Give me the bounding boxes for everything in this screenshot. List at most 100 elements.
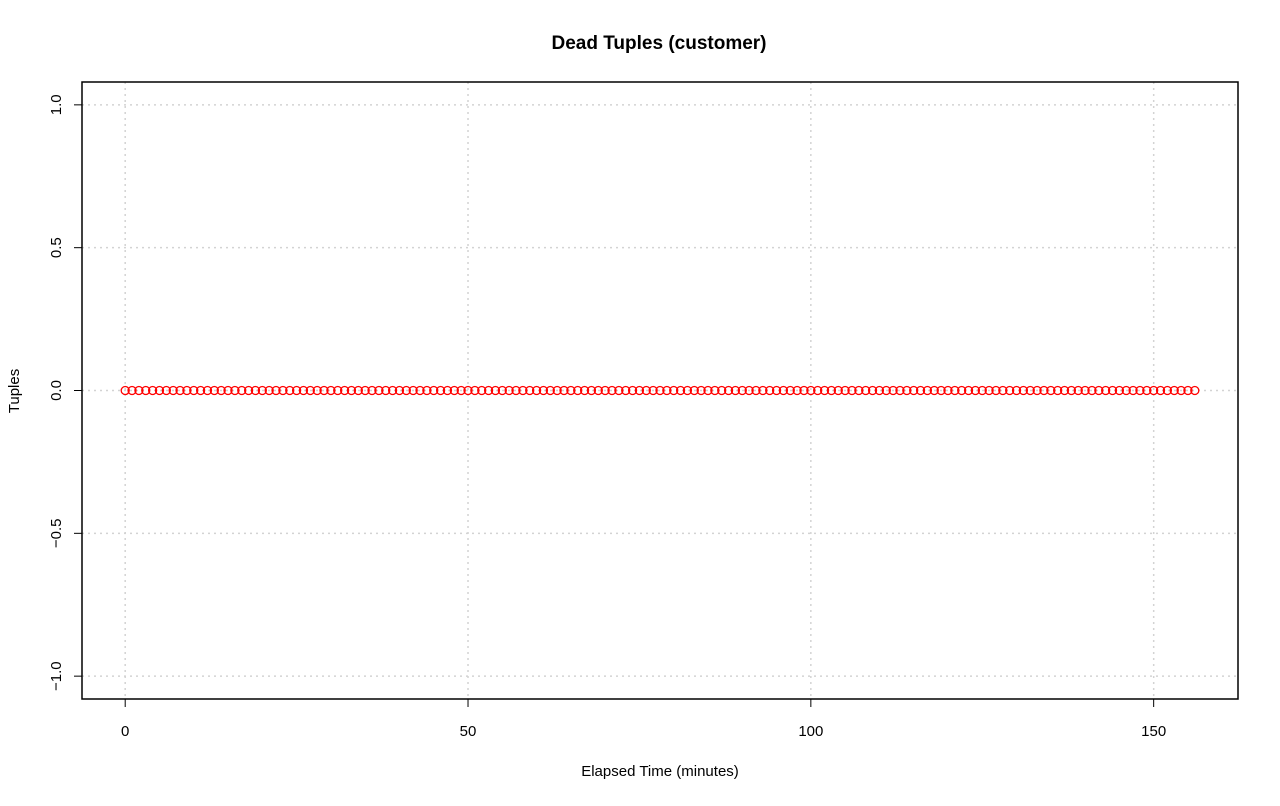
data-point	[408, 385, 418, 396]
data-point	[874, 385, 885, 396]
data-point	[984, 385, 994, 396]
data-point	[1094, 385, 1104, 396]
data-point	[278, 385, 288, 396]
data-point	[1080, 385, 1090, 396]
data-point	[758, 385, 768, 396]
data-point	[339, 385, 350, 396]
data-point	[298, 385, 309, 396]
data-point	[723, 385, 734, 396]
x-tick-label: 150	[1141, 723, 1166, 740]
data-point	[1176, 385, 1186, 396]
data-point	[353, 385, 363, 396]
data-point	[902, 385, 912, 396]
data-point	[861, 385, 871, 396]
data-point	[182, 385, 192, 396]
data-point	[669, 385, 679, 396]
data-point	[1149, 385, 1159, 396]
data-point	[442, 385, 453, 396]
data-point	[312, 385, 322, 396]
data-point	[854, 385, 864, 396]
data-point	[141, 385, 151, 396]
data-point	[346, 385, 357, 396]
data-point	[1155, 385, 1166, 396]
data-point	[744, 385, 754, 396]
data-point	[326, 385, 336, 396]
data-point	[1107, 385, 1118, 396]
data-point	[662, 385, 672, 396]
data-point	[621, 385, 631, 396]
data-point	[422, 385, 432, 396]
x-axis-label: Elapsed Time (minutes)	[581, 763, 739, 780]
data-point	[1121, 385, 1131, 396]
data-point	[202, 385, 213, 396]
data-point	[1005, 385, 1015, 396]
data-point	[634, 385, 645, 396]
data-point	[189, 385, 199, 396]
data-point	[477, 385, 487, 396]
data-point	[607, 385, 617, 396]
data-point	[1169, 385, 1179, 396]
data-point	[223, 385, 233, 396]
data-point	[963, 385, 974, 396]
data-point	[333, 385, 343, 396]
data-point	[449, 385, 459, 396]
y-tick-label: −0.5	[48, 519, 65, 549]
data-point	[195, 385, 206, 396]
data-point	[250, 385, 261, 396]
data-point	[559, 385, 569, 396]
data-point	[1046, 385, 1056, 396]
data-point	[360, 385, 370, 396]
y-axis: −1.0 −0.5 0.0 0.5 1.0	[48, 94, 83, 691]
data-point	[127, 385, 137, 396]
y-tick-label: 0.5	[48, 237, 65, 258]
data-point	[435, 385, 446, 396]
data-point	[826, 385, 837, 396]
data-point	[586, 385, 597, 396]
data-point	[381, 385, 391, 396]
data-point	[778, 385, 789, 396]
data-point	[374, 385, 384, 396]
data-point	[703, 385, 713, 396]
data-point	[1190, 385, 1200, 396]
data-point	[264, 385, 274, 396]
data-point	[600, 385, 610, 396]
data-point	[1011, 385, 1022, 396]
data-point	[161, 385, 171, 396]
data-point	[147, 385, 158, 396]
data-point	[120, 385, 130, 396]
data-point	[216, 385, 226, 396]
data-point	[271, 385, 281, 396]
data-point	[1128, 385, 1138, 396]
data-point	[888, 385, 898, 396]
data-point	[710, 385, 720, 396]
data-point	[799, 385, 809, 396]
data-point	[463, 385, 473, 396]
data-point	[291, 385, 302, 396]
data-point	[1101, 385, 1111, 396]
data-point	[593, 385, 603, 396]
data-point	[1059, 385, 1070, 396]
data-point	[1053, 385, 1063, 396]
data-point	[867, 385, 878, 396]
data-point	[936, 385, 946, 396]
data-point	[813, 385, 823, 396]
data-point	[1073, 385, 1083, 396]
x-tick-label: 0	[121, 723, 129, 740]
data-point	[1135, 385, 1145, 396]
data-point	[730, 385, 741, 396]
data-point	[655, 385, 665, 396]
data-point	[237, 385, 247, 396]
data-point	[1066, 385, 1077, 396]
data-points	[120, 385, 1200, 396]
x-tick-label: 100	[798, 723, 823, 740]
data-point	[840, 385, 850, 396]
data-point	[490, 385, 501, 396]
data-point	[943, 385, 953, 396]
data-point	[689, 385, 699, 396]
data-point	[648, 385, 658, 396]
data-point	[1114, 385, 1125, 396]
data-point	[737, 385, 747, 396]
data-point	[525, 385, 535, 396]
data-point	[881, 385, 891, 396]
